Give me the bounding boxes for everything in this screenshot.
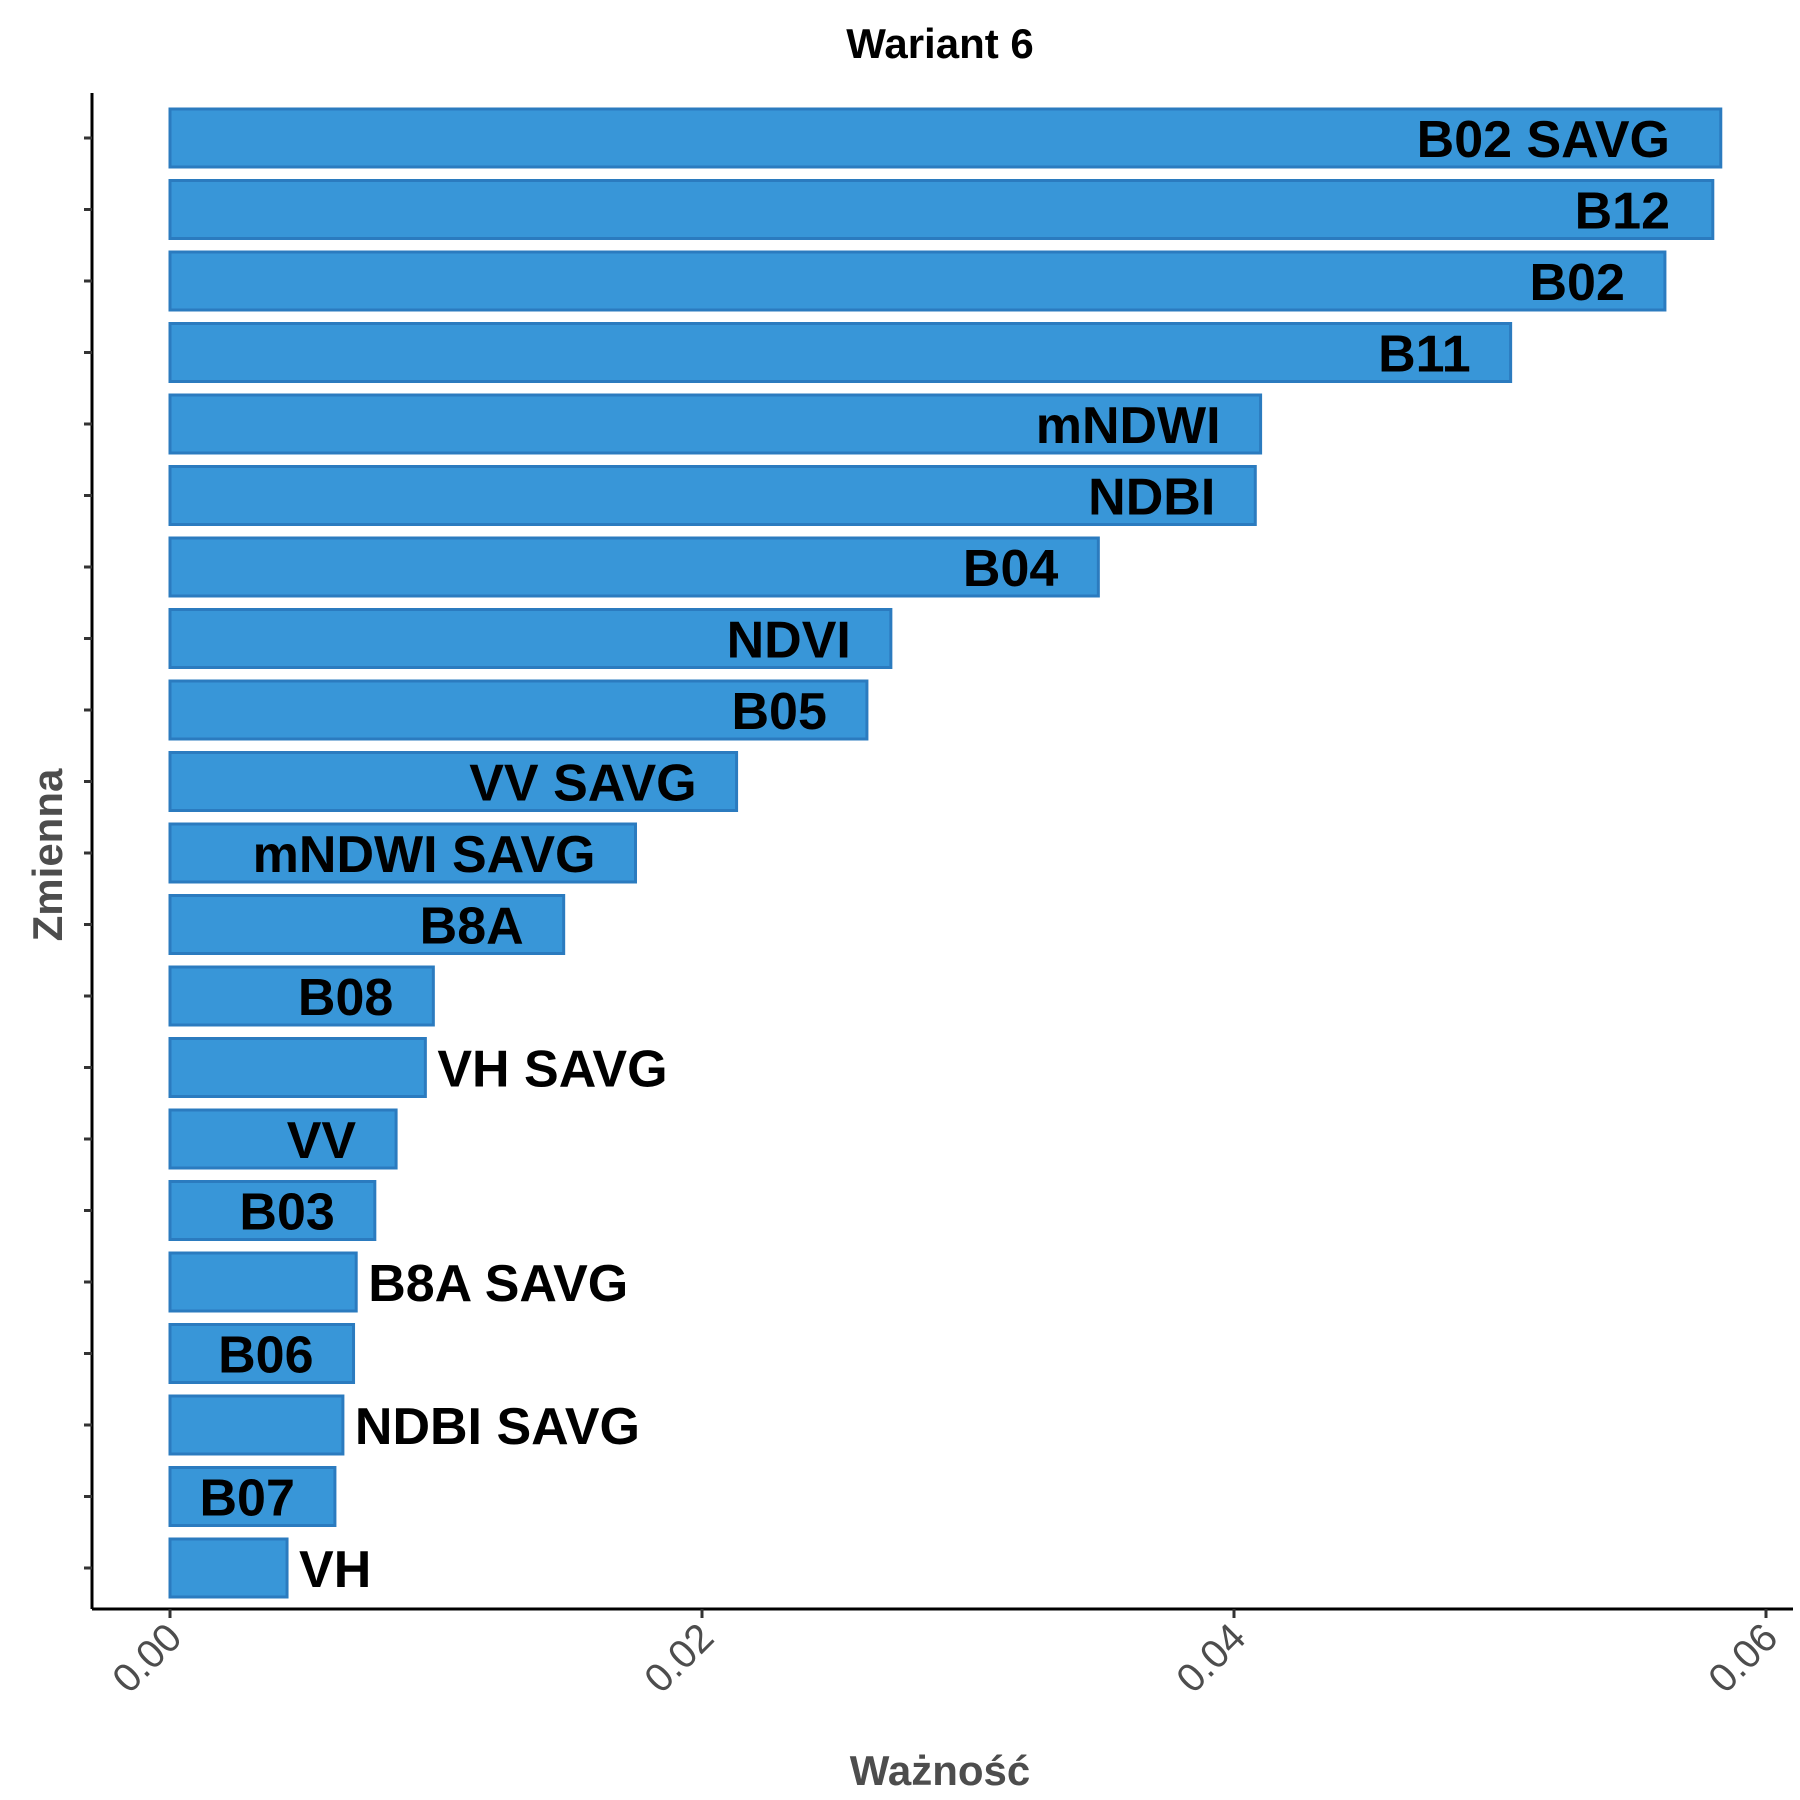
bar-label: B07 — [200, 1470, 295, 1528]
bar-label: B04 — [963, 540, 1058, 598]
bar — [168, 822, 637, 884]
bar-label: B05 — [732, 683, 827, 741]
x-tick-label: 0.00 — [104, 1615, 190, 1701]
bar — [168, 393, 1263, 455]
bar — [168, 965, 435, 1027]
x-ticks-layer: 0.00 0.02 0.04 0.06 — [104, 1609, 1786, 1701]
bar-label: mNDWI — [1036, 397, 1221, 455]
bar-label: B8A SAVG — [368, 1255, 628, 1313]
bar-label: B03 — [239, 1184, 334, 1242]
bar-label: B02 — [1530, 254, 1625, 312]
bars-layer — [168, 107, 1723, 1599]
bar-label: NDVI — [727, 612, 851, 670]
bar-label: VV — [287, 1112, 357, 1170]
bar-label: VH — [299, 1541, 371, 1599]
bar — [168, 1251, 358, 1313]
x-axis-title: Ważność — [850, 1747, 1030, 1794]
bar — [168, 608, 893, 669]
bar-label: VH SAVG — [437, 1041, 667, 1099]
bar-label: NDBI — [1088, 469, 1215, 527]
bar-label: B02 SAVG — [1417, 111, 1670, 169]
bar — [168, 679, 869, 741]
bar — [168, 751, 739, 812]
bar — [168, 1180, 377, 1241]
x-tick-label: 0.04 — [1168, 1615, 1254, 1701]
bar — [168, 894, 566, 955]
bar — [168, 179, 1715, 240]
bar — [168, 322, 1513, 383]
bar-label: B08 — [298, 969, 393, 1027]
bar-label: NDBI SAVG — [355, 1398, 640, 1456]
bar — [168, 1394, 345, 1456]
bar — [168, 250, 1667, 312]
bar — [168, 107, 1723, 169]
bar-label: B11 — [1378, 326, 1471, 384]
y-axis-title: Zmienna — [24, 768, 71, 941]
bar — [168, 465, 1257, 526]
bar — [168, 1466, 337, 1527]
chart-title: Wariant 6 — [846, 20, 1033, 67]
bar-label: B06 — [218, 1327, 313, 1385]
bar — [168, 1037, 427, 1098]
bar — [168, 1323, 356, 1384]
bar-label: mNDWI SAVG — [253, 826, 596, 884]
y-ticks-layer — [84, 136, 92, 1570]
bar-label: VV SAVG — [469, 755, 696, 813]
axes-layer — [90, 93, 1793, 1611]
x-tick-label: 0.02 — [636, 1615, 722, 1701]
bar-label: B8A — [420, 898, 524, 956]
x-tick-label: 0.06 — [1700, 1615, 1786, 1701]
bar — [168, 1108, 398, 1170]
bar — [168, 536, 1100, 598]
bar — [168, 1537, 289, 1599]
bar-label: B12 — [1575, 183, 1670, 241]
bar-labels-layer: B02 SAVG B12 B02 B11 mNDWI NDBI B04 NDVI B05 VV S… — [200, 111, 1670, 1599]
